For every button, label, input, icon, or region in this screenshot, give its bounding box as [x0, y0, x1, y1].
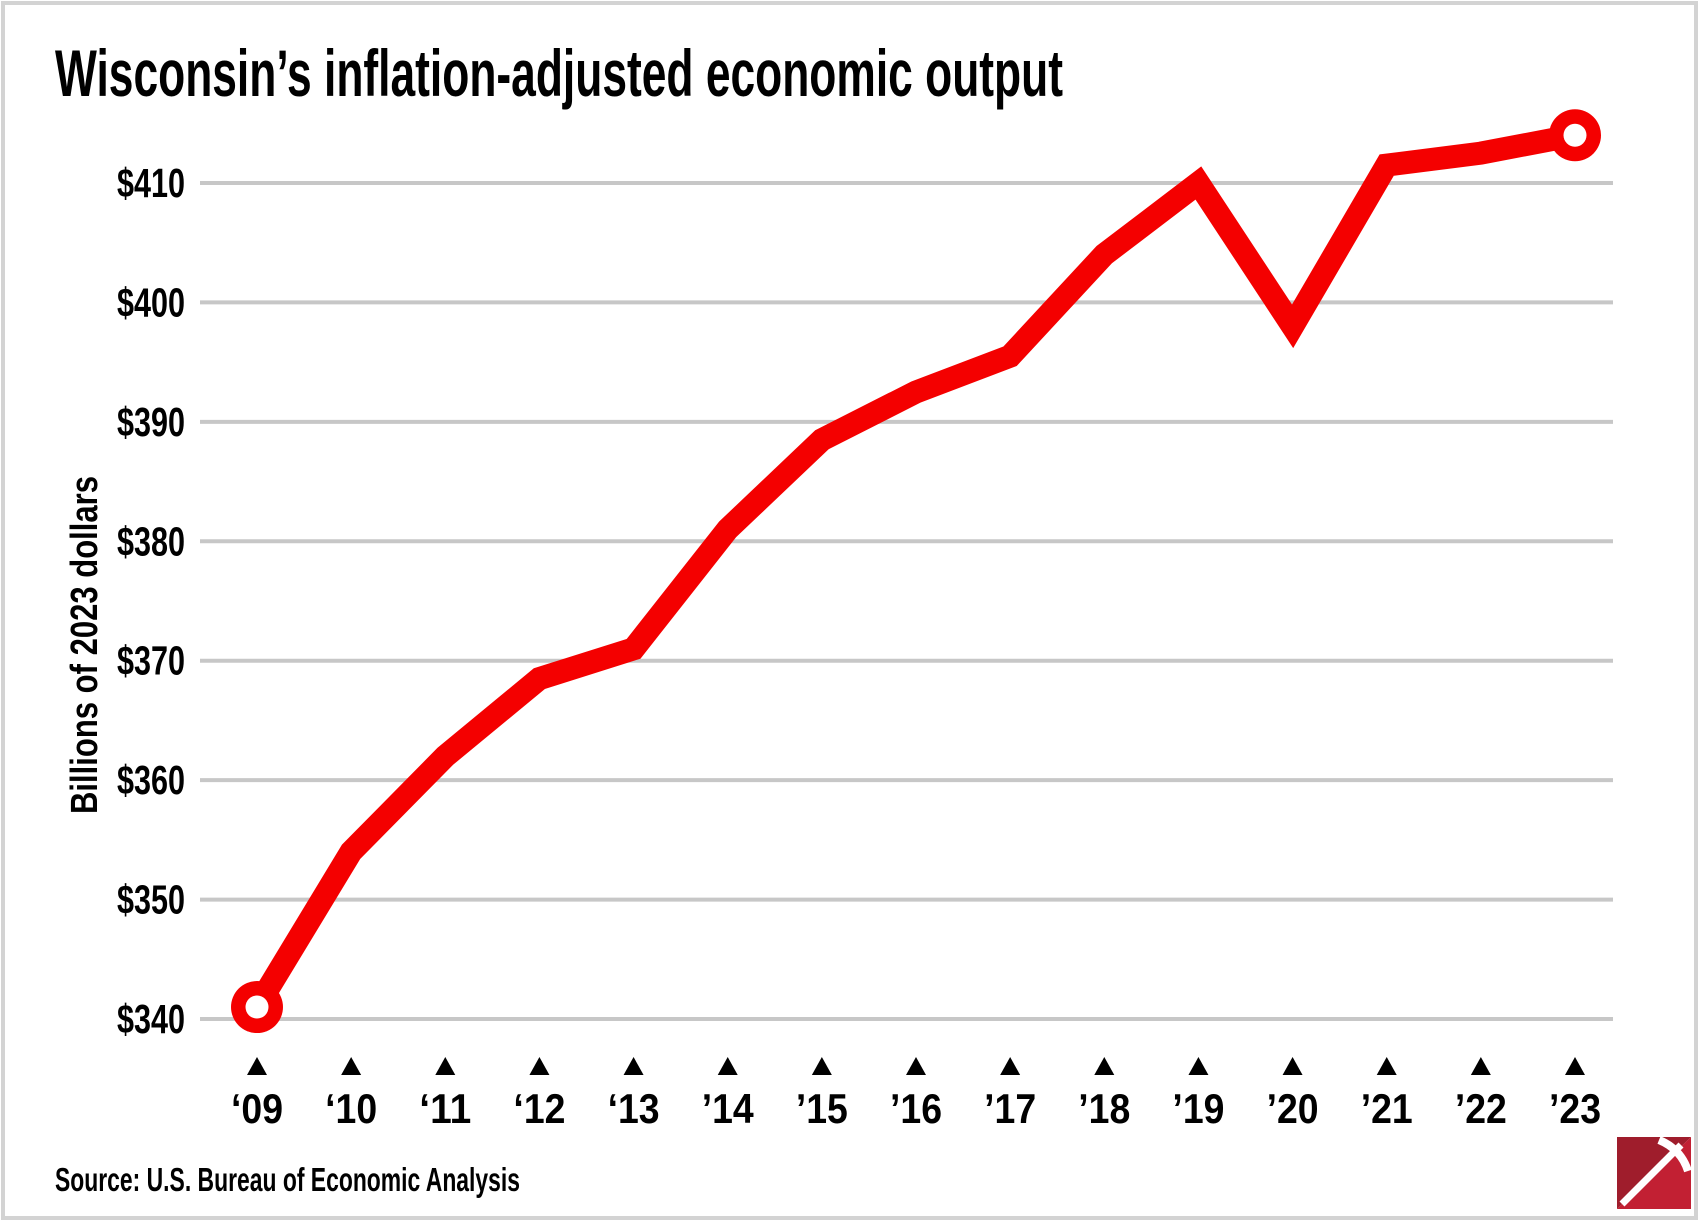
year-label: ’15 [796, 1085, 848, 1132]
tick-triangle-icon [435, 1057, 456, 1075]
y-tick-label: $380 [117, 518, 185, 564]
y-tick-label: $350 [117, 877, 185, 923]
year-label: ‘13 [608, 1085, 660, 1132]
year-label: ‘09 [231, 1085, 283, 1132]
year-label: ‘11 [419, 1085, 471, 1132]
y-tick-label: $410 [117, 160, 185, 206]
tick-triangle-icon [341, 1057, 362, 1075]
y-axis-title: Billions of 2023 dollars [64, 476, 106, 814]
tick-triangle-icon [1376, 1057, 1397, 1075]
y-tick-label: $370 [117, 638, 185, 684]
year-label: ’21 [1361, 1085, 1413, 1132]
logo-pick-handle [1619, 1142, 1684, 1207]
x-axis: ‘09 ‘10 ‘11 ‘12 ‘13 ’14 ’15 ’16 ’17 ’18 ’19 ’20 ’21 ’… [231, 1057, 1601, 1132]
tick-triangle-icon [1565, 1057, 1586, 1075]
tick-triangle-icon [529, 1057, 550, 1075]
tick-triangle-icon [906, 1057, 927, 1075]
year-label: ’17 [984, 1085, 1036, 1132]
gridlines: $410 $400 $390 $380 $370 $360 $350 $340 [117, 160, 1613, 1042]
year-label: ’14 [702, 1085, 755, 1132]
y-tick-label: $400 [117, 279, 185, 325]
tick-triangle-icon [1094, 1057, 1115, 1075]
tick-triangle-icon [1470, 1057, 1491, 1075]
gdp-line [247, 123, 1578, 1014]
year-label: ’20 [1267, 1085, 1319, 1132]
pickaxe-logo [1617, 1136, 1692, 1209]
tick-triangle-icon [247, 1057, 267, 1075]
year-label: ‘12 [513, 1085, 565, 1132]
tick-triangle-icon [717, 1057, 738, 1075]
tick-triangle-icon [1188, 1057, 1209, 1075]
tick-triangle-icon [623, 1057, 644, 1075]
year-label: ’23 [1549, 1085, 1601, 1132]
y-tick-label: $340 [117, 996, 185, 1042]
year-label: ‘10 [325, 1085, 377, 1132]
year-label: ’18 [1078, 1085, 1130, 1132]
year-label: ’22 [1455, 1085, 1507, 1132]
source-note: Source: U.S. Bureau of Economic Analysis [55, 1161, 520, 1198]
tick-triangle-icon [811, 1057, 832, 1075]
data-line-layer [247, 123, 1578, 1014]
logo-pick-head [1657, 1136, 1692, 1173]
tick-triangle-icon [1282, 1057, 1303, 1075]
endpoint-marker-hole [1563, 123, 1587, 147]
endpoint-marker-hole [245, 995, 269, 1019]
endpoint-markers [231, 109, 1602, 1034]
chart-title: Wisconsin’s inflation-adjusted economic … [55, 36, 1063, 110]
y-tick-label: $360 [117, 757, 185, 803]
year-label: ’16 [890, 1085, 942, 1132]
tick-triangle-icon [1000, 1057, 1021, 1075]
y-tick-label: $390 [117, 399, 185, 445]
year-label: ’19 [1172, 1085, 1224, 1132]
